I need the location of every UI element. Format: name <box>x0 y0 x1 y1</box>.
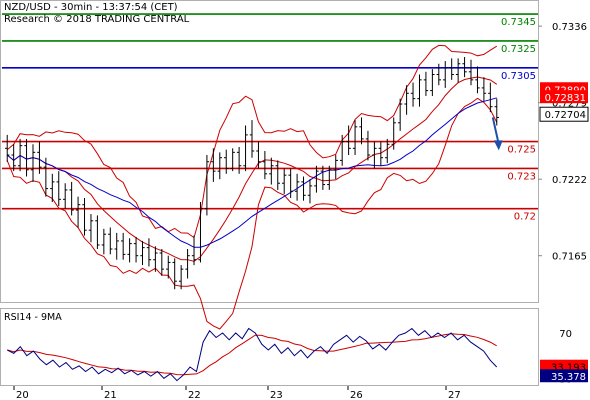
bollinger-upper <box>6 44 498 239</box>
chart-title: NZD/USD - 30min - 13:37:54 (CET) <box>4 2 178 13</box>
price-tag-box <box>540 90 588 104</box>
rsi-panel-title: RSI14 - 9MA <box>4 312 62 323</box>
current-price-box <box>539 106 589 122</box>
time-axis-label: 27 <box>448 390 461 400</box>
level-labels: 0.7345 0.7325 0.7305 0.725 0.723 0.72 <box>501 17 536 223</box>
bollinger-middle <box>6 76 498 262</box>
price-panel-frame <box>0 0 539 303</box>
price-axis-label: 0.7279 <box>552 99 587 110</box>
chart-subtitle: Research © 2018 TRADING CENTRAL <box>4 14 190 25</box>
rsi-lines <box>7 327 498 382</box>
price-axis-label: 0.7336 <box>552 22 587 33</box>
level-label: 0.7305 <box>501 71 536 82</box>
price-axis: 0.7336 0.7279 0.7222 0.7165 <box>538 22 587 263</box>
level-label: 0.72 <box>514 212 536 223</box>
rsi-ma-tag: 33.193 <box>551 363 586 374</box>
level-label: 0.725 <box>507 145 536 156</box>
moving-average-line <box>6 97 497 248</box>
rsi-tag: 35.378 <box>551 372 586 383</box>
moving-average <box>6 97 497 248</box>
down-arrow <box>491 117 503 151</box>
time-axis-label: 21 <box>104 390 117 400</box>
rsi-axis-label: 70 <box>559 329 572 340</box>
level-label: 0.7345 <box>501 17 536 28</box>
bollinger-lower <box>6 97 498 330</box>
candlesticks <box>5 57 499 290</box>
level-label: 0.723 <box>507 171 536 182</box>
arrow-head <box>493 140 503 151</box>
price-tag: 0.72831 <box>545 93 586 104</box>
time-axis-label: 20 <box>16 390 29 400</box>
rsi-ma-line <box>7 333 497 376</box>
time-axis: 20 21 22 23 26 27 <box>13 386 461 400</box>
level-label: 0.7325 <box>501 44 536 55</box>
arrow-shaft <box>491 117 500 145</box>
current-price-label: 0.72704 <box>545 110 586 121</box>
rsi-line <box>7 327 498 382</box>
time-axis-label: 23 <box>270 390 283 400</box>
time-axis-label: 22 <box>188 390 201 400</box>
time-axis-label: 26 <box>350 390 363 400</box>
bollinger-bands <box>6 44 498 330</box>
rsi-tag-box <box>540 369 588 383</box>
price-axis-label: 0.7165 <box>552 252 587 263</box>
price-axis-label: 0.7222 <box>552 175 587 186</box>
rsi-panel-frame <box>0 308 539 386</box>
support-resistance-levels <box>2 13 538 210</box>
